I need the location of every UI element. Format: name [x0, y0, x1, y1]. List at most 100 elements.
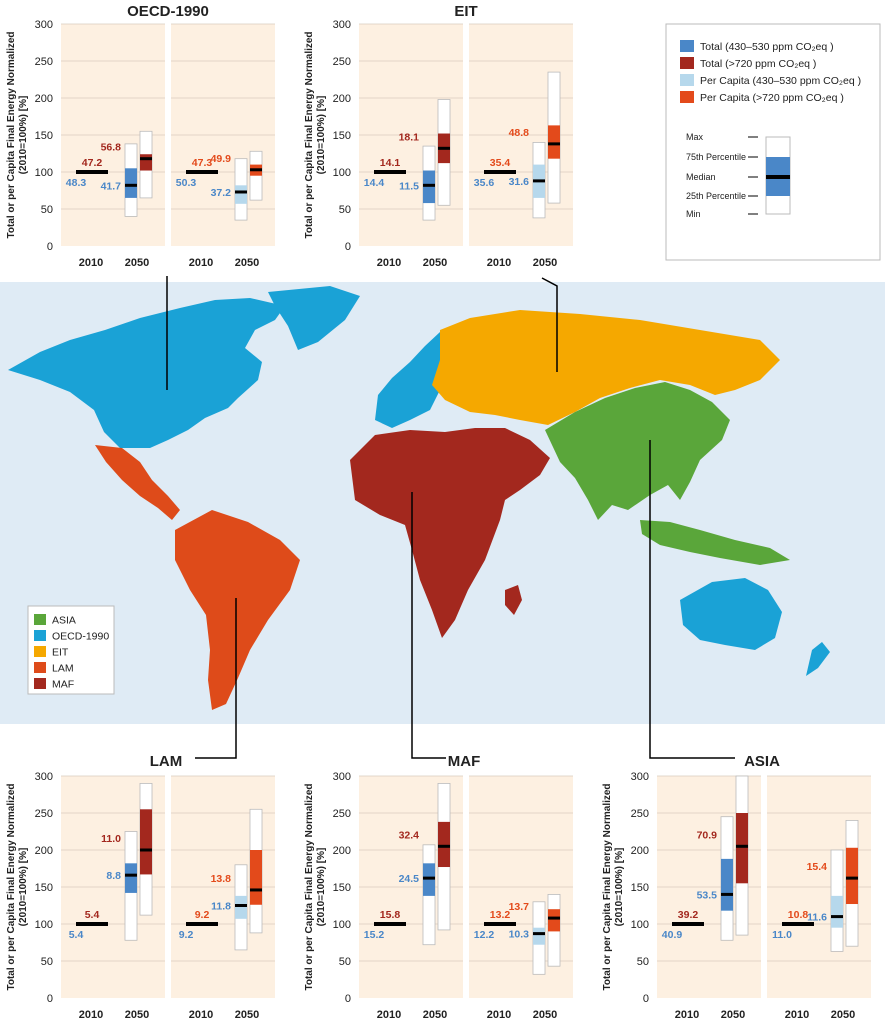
y-tick-label: 300	[35, 19, 53, 31]
label-2050-low: 41.7	[101, 180, 122, 192]
y-axis-label-line1: Total or per Capita Final Energy Normali…	[602, 783, 613, 990]
connector-maf	[411, 492, 446, 759]
x-tick-label: 2010	[189, 257, 213, 269]
legend-label-pc-high: Per Capita (>720 ppm CO₂eq )	[700, 92, 844, 104]
legend-swatch-pc-low	[680, 74, 694, 86]
y-tick-label: 100	[333, 167, 351, 179]
box-median-high	[438, 146, 450, 150]
legend-box-min: Min	[686, 209, 701, 219]
box-iqr-low	[125, 168, 137, 198]
y-tick-label: 150	[35, 882, 53, 894]
box-median-high	[548, 916, 560, 920]
y-tick-label: 200	[35, 845, 53, 857]
box-median-high	[140, 157, 152, 161]
connector-eit	[541, 277, 558, 372]
box-median-low	[831, 915, 843, 919]
box-median-high	[548, 142, 560, 146]
panel-title: MAF	[448, 753, 481, 770]
y-tick-label: 300	[35, 771, 53, 783]
box-iqr-high	[250, 850, 262, 905]
label-2010-high: 13.2	[490, 909, 511, 921]
y-tick-label: 0	[47, 993, 53, 1005]
box-iqr-high	[736, 813, 748, 884]
panel-title: ASIA	[744, 753, 780, 770]
label-2010-low: 40.9	[662, 929, 683, 941]
x-tick-label: 2050	[533, 257, 557, 269]
map-legend: ASIA OECD-1990 EIT LAM MAF	[27, 605, 115, 695]
label-2050-high: 15.4	[807, 861, 828, 873]
label-2050-low: 53.5	[697, 889, 718, 901]
label-2010-high: 14.1	[380, 157, 401, 169]
x-tick-label: 2050	[831, 1009, 855, 1021]
label-2010-low: 50.3	[176, 177, 197, 189]
box-iqr-high	[548, 125, 560, 159]
y-tick-label: 100	[333, 919, 351, 931]
legend-box-p25: 25th Percentile	[686, 191, 746, 201]
y-axis-label-line2: (2010=100%) [%]	[316, 848, 327, 927]
box-iqr-high	[846, 847, 858, 905]
map-legend-label: LAM	[52, 663, 74, 675]
x-tick-label: 2050	[235, 257, 259, 269]
panel-title: OECD-1990	[127, 3, 209, 20]
box-median-high	[736, 844, 748, 848]
x-tick-label: 2010	[487, 257, 511, 269]
y-tick-label: 250	[631, 808, 649, 820]
legend-label-total-low: Total (430–530 ppm CO₂eq )	[700, 41, 834, 53]
x-tick-label: 2010	[487, 1009, 511, 1021]
label-2050-low: 24.5	[399, 873, 420, 885]
label-2010-high: 9.2	[195, 909, 210, 921]
panel-title: EIT	[454, 3, 477, 20]
y-tick-label: 100	[631, 919, 649, 931]
y-tick-label: 50	[41, 956, 53, 968]
y-tick-label: 150	[333, 882, 351, 894]
region-australia	[680, 578, 782, 650]
map-legend-label: EIT	[52, 647, 69, 659]
map-legend-swatch	[34, 678, 46, 689]
y-axis-label-line2: (2010=100%) [%]	[316, 96, 327, 175]
region-central-america	[95, 445, 180, 520]
x-tick-label: 2050	[423, 257, 447, 269]
connector-asia	[649, 440, 735, 759]
x-tick-label: 2050	[235, 1009, 259, 1021]
y-axis-label-line1: Total or per Capita Final Energy Normali…	[6, 31, 17, 238]
x-tick-label: 2010	[675, 1009, 699, 1021]
box-median-high	[846, 876, 858, 880]
x-tick-label: 2010	[189, 1009, 213, 1021]
y-tick-label: 250	[35, 808, 53, 820]
y-axis-label: Total or per Capita Final Energy Normali…	[602, 783, 625, 990]
legend-box-max: Max	[686, 132, 704, 142]
y-tick-label: 250	[333, 56, 351, 68]
y-axis-label-line1: Total or per Capita Final Energy Normali…	[304, 31, 315, 238]
label-2050-high: 49.9	[211, 153, 232, 165]
label-2010-low: 35.6	[474, 177, 495, 189]
y-axis-label: Total or per Capita Final Energy Normali…	[304, 31, 327, 238]
box-median-low	[125, 183, 137, 187]
y-axis-label-line1: Total or per Capita Final Energy Normali…	[304, 783, 315, 990]
box-median-low	[235, 190, 247, 194]
baseline-2010-mark	[484, 170, 516, 174]
label-2050-high: 32.4	[399, 829, 420, 841]
label-2010-high: 39.2	[678, 909, 699, 921]
baseline-2010-mark	[672, 922, 704, 926]
label-2050-high: 11.0	[101, 833, 121, 845]
label-2050-high: 48.8	[509, 127, 530, 139]
y-axis-label: Total or per Capita Final Energy Normali…	[304, 783, 327, 990]
y-axis-label: Total or per Capita Final Energy Normali…	[6, 31, 29, 238]
y-axis-label-line2: (2010=100%) [%]	[18, 848, 29, 927]
box-median-high	[250, 168, 262, 172]
map-legend-swatch	[34, 662, 46, 673]
legend-label-pc-low: Per Capita (430–530 ppm CO₂eq )	[700, 75, 861, 87]
y-tick-label: 50	[41, 204, 53, 216]
region-madagascar	[505, 585, 522, 615]
label-2010-low: 15.2	[364, 929, 385, 941]
x-tick-label: 2010	[79, 257, 103, 269]
baseline-2010-mark	[76, 922, 108, 926]
box-median-low	[721, 892, 733, 896]
box-iqr-high	[140, 809, 152, 875]
legend-box-p75: 75th Percentile	[686, 152, 746, 162]
baseline-2010-mark	[186, 170, 218, 174]
label-2050-low: 31.6	[509, 176, 530, 188]
x-tick-label: 2050	[721, 1009, 745, 1021]
label-2010-high: 47.3	[192, 157, 213, 169]
box-iqr-high	[548, 909, 560, 932]
